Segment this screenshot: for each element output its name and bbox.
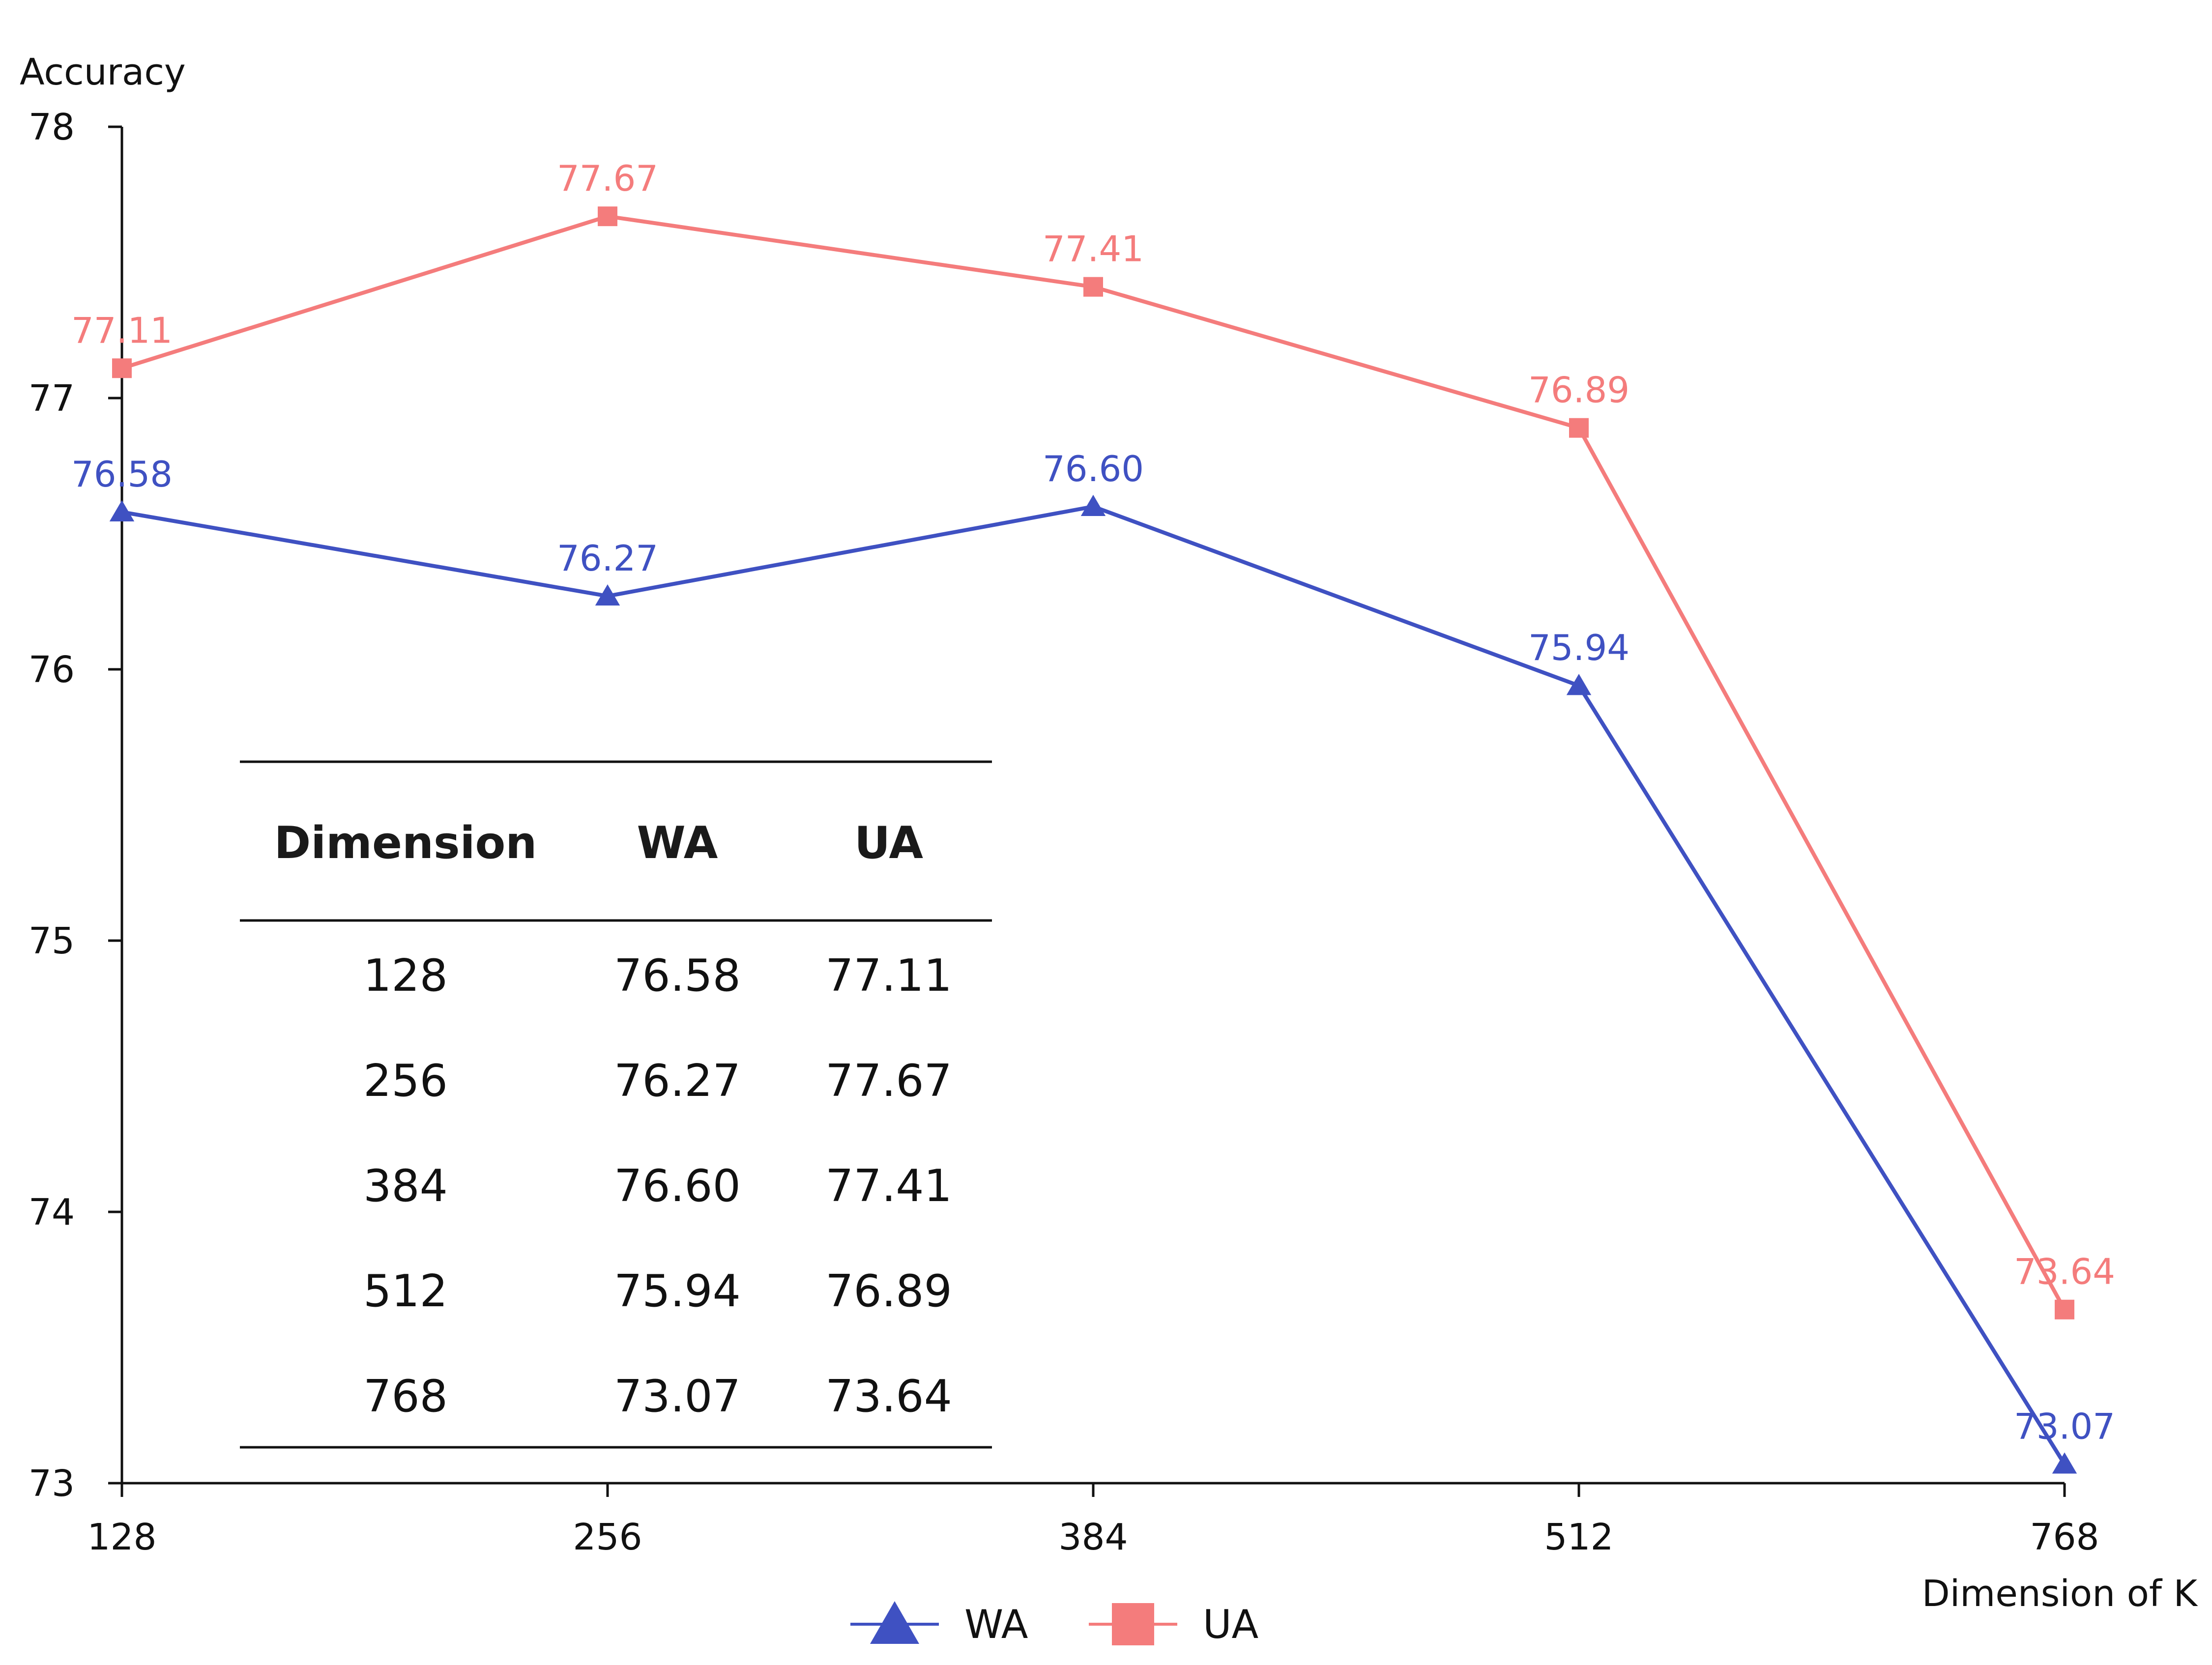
table-header-cell: Dimension xyxy=(274,817,537,869)
data-point-wa xyxy=(109,500,135,522)
y-ticks: 73 74 75 76 77 78 xyxy=(29,106,122,1505)
legend-label-ua: UA xyxy=(1203,1602,1259,1647)
table-cell: 512 xyxy=(363,1265,448,1317)
table-cell: 75.94 xyxy=(614,1265,741,1317)
data-point-wa xyxy=(1080,494,1106,516)
data-label-wa: 73.07 xyxy=(2014,1406,2115,1447)
y-tick-label: 74 xyxy=(29,1191,75,1234)
table-cell: 76.27 xyxy=(614,1055,741,1107)
y-tick-label: 76 xyxy=(29,649,75,691)
data-point-wa xyxy=(1566,674,1592,695)
table-cell: 73.07 xyxy=(614,1371,741,1422)
series-layer: 76.58 76.27 76.60 75.94 73.07 77.11 77.67 77.41… xyxy=(71,158,2115,1474)
table-cell: 76.58 xyxy=(614,950,741,1002)
x-tick-label: 768 xyxy=(2030,1516,2099,1558)
legend-square-icon xyxy=(1112,1603,1154,1645)
y-axis-title: Accuracy xyxy=(20,51,186,93)
table-cell: 384 xyxy=(363,1160,448,1212)
data-label-wa: 75.94 xyxy=(1528,627,1630,668)
data-label-wa: 76.58 xyxy=(71,454,173,495)
data-point-ua xyxy=(1569,418,1589,438)
table-cell: 76.60 xyxy=(614,1160,741,1212)
table-cell: 73.64 xyxy=(825,1371,952,1422)
table-cell: 256 xyxy=(363,1055,448,1107)
table-header-cell: UA xyxy=(854,817,923,869)
y-tick-label: 73 xyxy=(29,1463,75,1505)
data-label-ua: 77.41 xyxy=(1043,229,1144,270)
data-table: Dimension WA UA 128 76.58 77.11 256 76.27 77.67 3… xyxy=(240,760,992,1449)
data-label-wa: 76.27 xyxy=(557,538,658,579)
table-cell: 77.41 xyxy=(825,1160,952,1212)
data-point-ua xyxy=(598,206,617,227)
data-point-ua xyxy=(2055,1299,2074,1320)
x-tick-label: 384 xyxy=(1058,1516,1128,1558)
x-tick-label: 256 xyxy=(573,1516,642,1558)
x-axis-title: Dimension of K xyxy=(1922,1573,2199,1615)
table-header-cell: WA xyxy=(637,817,718,869)
table-cell: 77.67 xyxy=(825,1055,952,1107)
data-label-ua: 77.67 xyxy=(557,158,658,199)
y-tick-label: 77 xyxy=(29,377,75,420)
x-ticks: 128 256 384 512 768 xyxy=(87,1483,2099,1558)
data-label-ua: 73.64 xyxy=(2014,1251,2115,1292)
y-tick-label: 75 xyxy=(29,920,75,962)
table-cell: 76.89 xyxy=(825,1265,952,1317)
data-point-ua xyxy=(1083,277,1103,297)
y-tick-label: 78 xyxy=(29,106,75,148)
legend: WA UA xyxy=(850,1601,1259,1647)
x-tick-label: 128 xyxy=(87,1516,156,1558)
table-cell: 77.11 xyxy=(825,950,952,1002)
x-tick-label: 512 xyxy=(1544,1516,1613,1558)
table-cell: 768 xyxy=(363,1371,448,1422)
data-point-wa xyxy=(2052,1452,2077,1474)
data-label-ua: 77.11 xyxy=(71,310,173,351)
data-label-ua: 76.89 xyxy=(1528,370,1630,411)
data-label-wa: 76.60 xyxy=(1043,448,1144,489)
legend-label-wa: WA xyxy=(964,1602,1028,1647)
legend-triangle-icon xyxy=(870,1601,919,1644)
data-point-wa xyxy=(595,584,620,606)
data-point-ua xyxy=(112,358,132,378)
table-cell: 128 xyxy=(363,950,448,1002)
